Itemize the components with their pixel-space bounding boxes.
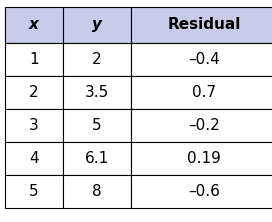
- Text: Residual: Residual: [167, 18, 241, 32]
- Bar: [131, 175, 272, 208]
- Bar: [63, 142, 131, 175]
- Bar: [131, 142, 272, 175]
- Text: 5: 5: [29, 184, 39, 199]
- Bar: [5, 142, 63, 175]
- Text: 8: 8: [92, 184, 101, 199]
- Text: –0.4: –0.4: [188, 52, 220, 67]
- Bar: [5, 43, 63, 76]
- Text: 5: 5: [92, 118, 101, 133]
- Bar: [131, 109, 272, 142]
- Text: 6.1: 6.1: [84, 151, 109, 166]
- Bar: [5, 109, 63, 142]
- Text: 1: 1: [29, 52, 39, 67]
- Text: 0.7: 0.7: [192, 85, 216, 100]
- Text: 0.19: 0.19: [187, 151, 221, 166]
- Bar: [63, 76, 131, 109]
- Text: –0.6: –0.6: [188, 184, 220, 199]
- Bar: [63, 175, 131, 208]
- Bar: [63, 7, 131, 43]
- Text: 4: 4: [29, 151, 39, 166]
- Bar: [63, 43, 131, 76]
- Bar: [5, 76, 63, 109]
- Bar: [63, 109, 131, 142]
- Text: 2: 2: [92, 52, 101, 67]
- Text: 3.5: 3.5: [84, 85, 109, 100]
- Bar: [5, 175, 63, 208]
- Bar: [131, 43, 272, 76]
- Bar: [5, 7, 63, 43]
- Text: 3: 3: [29, 118, 39, 133]
- Text: 2: 2: [29, 85, 39, 100]
- Bar: [131, 76, 272, 109]
- Text: –0.2: –0.2: [188, 118, 220, 133]
- Bar: [131, 7, 272, 43]
- Text: x: x: [29, 18, 39, 32]
- Text: y: y: [92, 18, 101, 32]
